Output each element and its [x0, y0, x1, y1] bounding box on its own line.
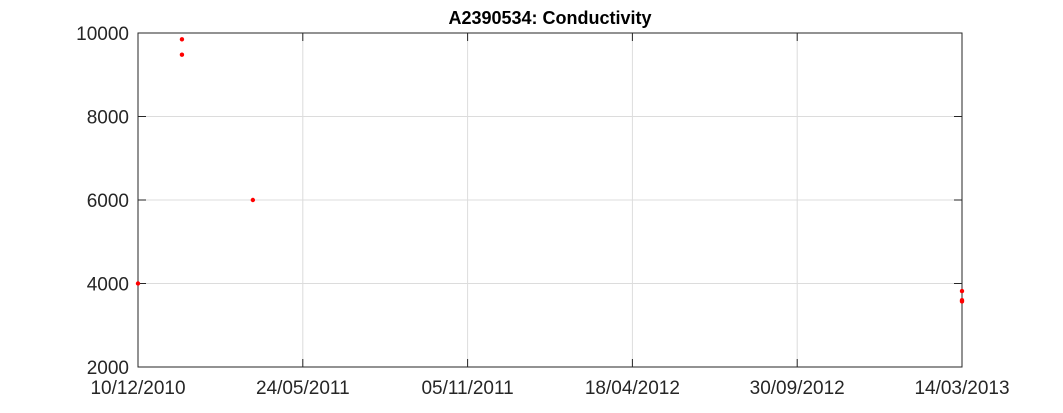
y-tick-label: 6000 — [87, 191, 129, 212]
data-point — [250, 197, 256, 203]
data-point — [179, 37, 185, 42]
y-tick-label: 8000 — [87, 108, 129, 129]
x-tick-label: 18/04/2012 — [585, 378, 680, 399]
x-tick-label: 10/12/2010 — [90, 378, 185, 399]
data-point — [135, 281, 141, 286]
x-tick-label: 24/05/2011 — [256, 378, 350, 399]
data-point-layer — [135, 37, 965, 304]
x-tick-label: 05/11/2011 — [421, 378, 513, 399]
grid-layer — [138, 33, 962, 367]
x-tick-label: 30/09/2012 — [750, 378, 845, 399]
tick-layer — [137, 32, 963, 368]
y-tick-label: 2000 — [87, 358, 129, 379]
tick-label-layer: 10/12/2010 24/05/2011 05/11/2011 18/04/2012… — [76, 24, 1009, 399]
chart-title: A2390534: Conductivity — [448, 8, 651, 28]
y-tick-label: 10000 — [76, 24, 129, 45]
data-point — [959, 288, 965, 294]
y-tick-label: 4000 — [87, 275, 129, 296]
data-point — [959, 299, 965, 304]
x-tick-label: 14/03/2013 — [914, 378, 1009, 399]
data-point — [179, 52, 185, 57]
